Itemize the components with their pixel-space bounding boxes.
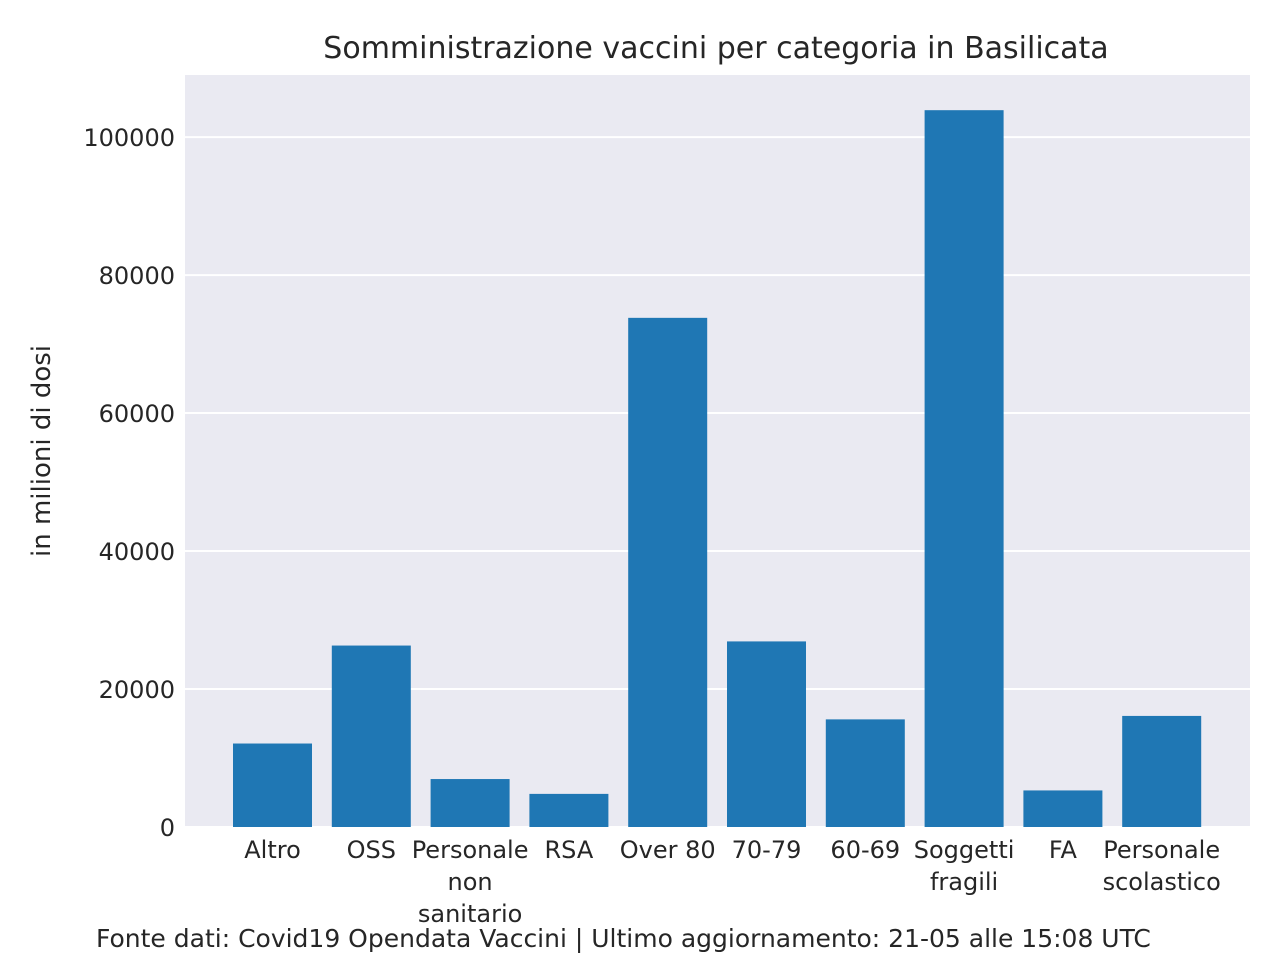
y-tick-label: 80000 (99, 262, 175, 290)
y-tick-label: 100000 (83, 124, 175, 152)
bar (529, 793, 609, 827)
y-axis-label: in milioni di dosi (27, 345, 57, 557)
y-tick-label: 20000 (99, 676, 175, 704)
x-tick-labels: Altro OSS Personale non sanitario RSA Over 80 7… (244, 836, 1221, 928)
y-tick-labels: 0 20000 40000 60000 80000 100000 (83, 124, 175, 842)
bar (1023, 790, 1103, 827)
y-tick-label: 40000 (99, 538, 175, 566)
bar (825, 719, 905, 827)
y-tick-label: 60000 (99, 400, 175, 428)
x-tick-label: FA (1049, 836, 1078, 864)
bar (233, 743, 312, 827)
x-tick-label: Personale scolastico (1103, 836, 1221, 896)
bar (924, 110, 1004, 828)
x-tick-label: 70-79 (732, 836, 802, 864)
bar (1122, 715, 1202, 827)
y-tick-label: 0 (160, 814, 175, 842)
bar (430, 779, 510, 827)
x-tick-label: RSA (545, 836, 594, 864)
x-tick-label: OSS (347, 836, 396, 864)
x-tick-label: Soggetti fragili (914, 836, 1015, 896)
x-tick-label: Personale non sanitario (412, 836, 529, 928)
x-tick-label: Altro (244, 836, 301, 864)
bar (727, 641, 806, 827)
chart-title: Somministrazione vaccini per categoria i… (323, 31, 1108, 66)
x-tick-label: Over 80 (620, 836, 716, 864)
bar (628, 317, 708, 827)
bars (233, 110, 1202, 828)
x-tick-label: 60-69 (830, 836, 900, 864)
bar (331, 645, 411, 827)
source-footer: Fonte dati: Covid19 Opendata Vaccini | U… (96, 924, 1151, 953)
